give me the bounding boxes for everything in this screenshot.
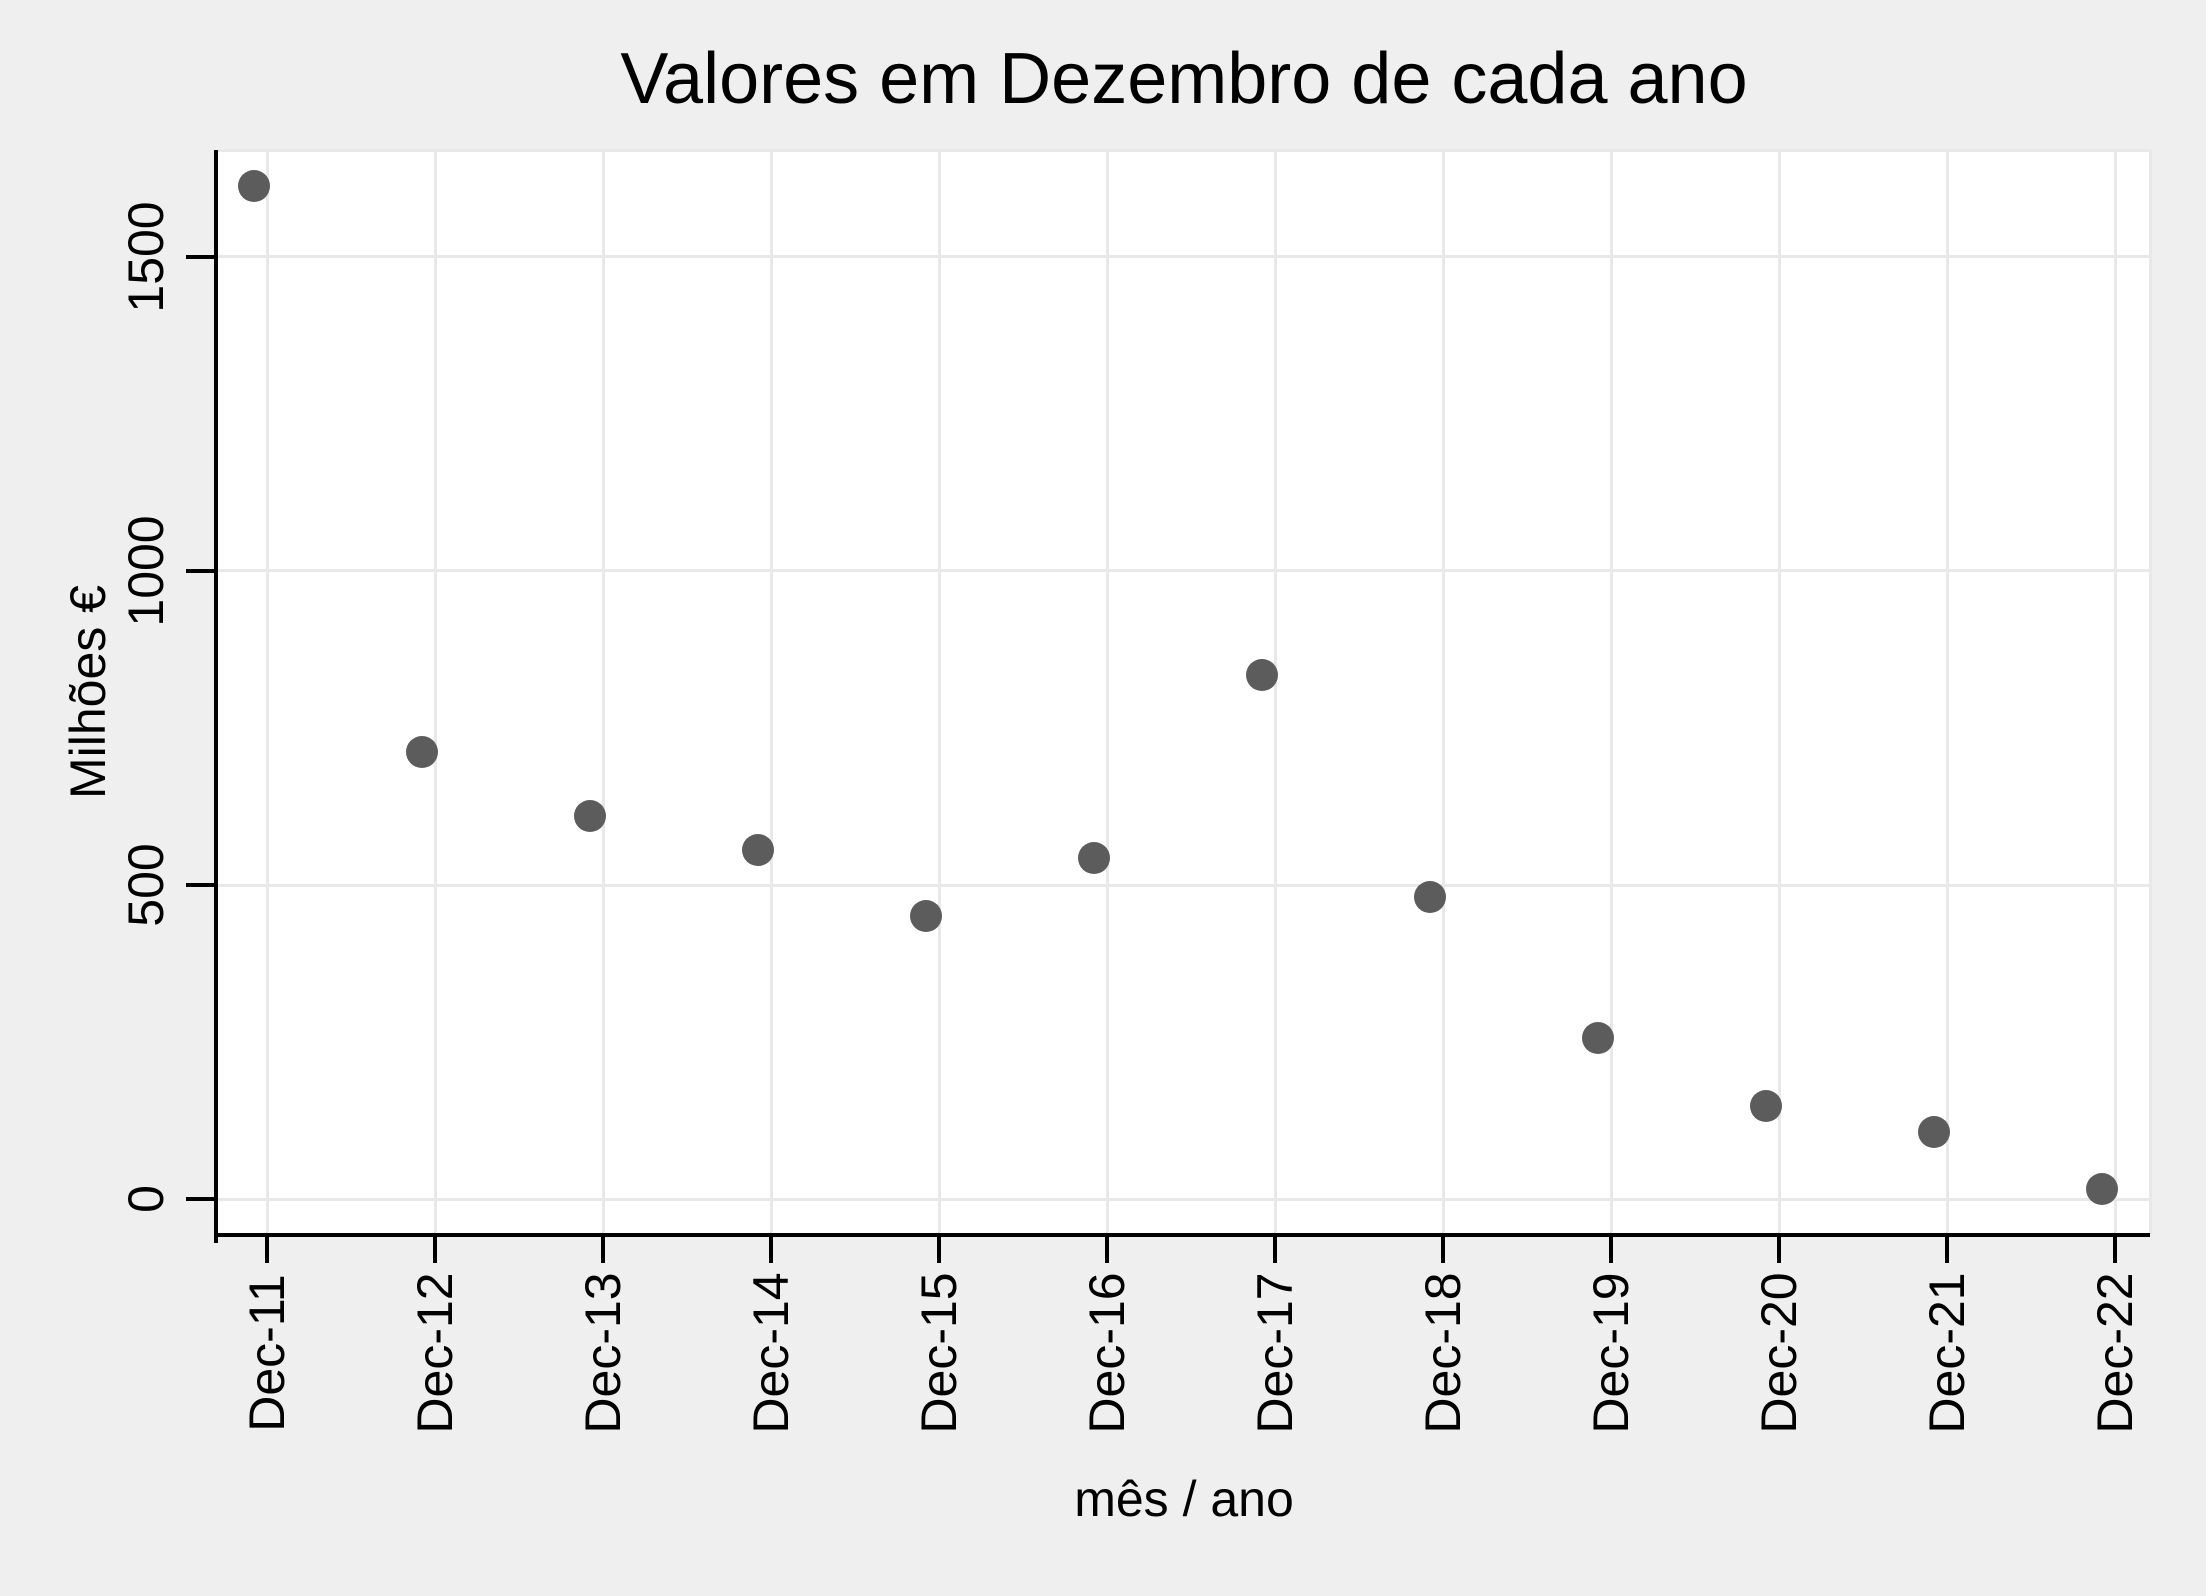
x-tick-label: Dec-20 <box>1751 1272 1807 1434</box>
x-tick <box>937 1237 941 1263</box>
x-tick <box>1777 1237 1781 1263</box>
y-tick-label: 500 <box>118 843 174 927</box>
data-point <box>1246 659 1278 692</box>
x-tick <box>1945 1237 1949 1263</box>
data-point <box>1582 1022 1614 1055</box>
data-point <box>1918 1115 1950 1148</box>
y-axis-title: Milhões € <box>60 585 116 799</box>
data-point <box>2086 1173 2118 1206</box>
x-axis-line <box>214 1233 2150 1237</box>
data-point <box>1078 842 1110 875</box>
gridline-vertical <box>1609 150 1613 1235</box>
gridline-horizontal <box>218 883 2150 887</box>
gridline-vertical <box>2113 150 2117 1235</box>
x-tick-label: Dec-18 <box>1415 1272 1471 1434</box>
data-point <box>1750 1090 1782 1123</box>
y-tick <box>186 883 218 888</box>
x-tick-label: Dec-19 <box>1583 1272 1639 1434</box>
y-tick-label: 0 <box>118 1185 174 1214</box>
plot-border-right <box>2148 150 2152 1235</box>
x-tick <box>2113 1237 2117 1263</box>
data-point <box>910 899 942 932</box>
y-tick <box>186 1197 218 1202</box>
data-point <box>1414 880 1446 913</box>
data-point <box>238 169 270 202</box>
x-tick-label: Dec-17 <box>1247 1272 1303 1434</box>
gridline-vertical <box>265 150 269 1235</box>
gridline-vertical <box>433 150 437 1235</box>
gridline-vertical <box>601 150 605 1235</box>
y-tick-label: 1500 <box>118 201 174 313</box>
plot-area <box>218 150 2150 1235</box>
x-tick <box>1273 1237 1277 1263</box>
x-tick-label: Dec-13 <box>575 1272 631 1434</box>
gridline-vertical <box>1105 150 1109 1235</box>
data-point <box>406 735 438 768</box>
y-tick-label: 1000 <box>118 515 174 627</box>
x-tick <box>265 1237 269 1263</box>
gridline-horizontal <box>218 1197 2150 1201</box>
gridline-vertical <box>1273 150 1277 1235</box>
x-tick-label: Dec-12 <box>407 1272 463 1434</box>
data-point <box>742 833 774 866</box>
gridline-vertical <box>769 150 773 1235</box>
y-tick <box>186 254 218 259</box>
x-tick <box>769 1237 773 1263</box>
x-tick-label: Dec-11 <box>239 1274 295 1432</box>
gridline-vertical <box>1441 150 1445 1235</box>
gridline-horizontal <box>218 255 2150 259</box>
y-axis-line <box>214 150 218 1243</box>
gridline-vertical <box>1945 150 1949 1235</box>
y-tick <box>186 568 218 573</box>
x-tick <box>1441 1237 1445 1263</box>
x-tick-label: Dec-21 <box>1919 1272 1975 1434</box>
x-axis-title: mês / ano <box>1074 1471 1294 1527</box>
x-tick-label: Dec-14 <box>743 1272 799 1434</box>
x-tick-label: Dec-15 <box>911 1272 967 1434</box>
x-tick <box>1609 1237 1613 1263</box>
gridline-vertical <box>937 150 941 1235</box>
x-tick <box>601 1237 605 1263</box>
data-point <box>574 799 606 832</box>
chart-title: Valores em Dezembro de cada ano <box>620 39 1748 119</box>
gridline-horizontal <box>218 569 2150 573</box>
x-tick <box>433 1237 437 1263</box>
x-tick <box>1105 1237 1109 1263</box>
x-tick-label: Dec-22 <box>2087 1272 2143 1434</box>
plot-border-top <box>218 148 2150 152</box>
gridline-vertical <box>1777 150 1781 1235</box>
x-tick-label: Dec-16 <box>1079 1272 1135 1434</box>
